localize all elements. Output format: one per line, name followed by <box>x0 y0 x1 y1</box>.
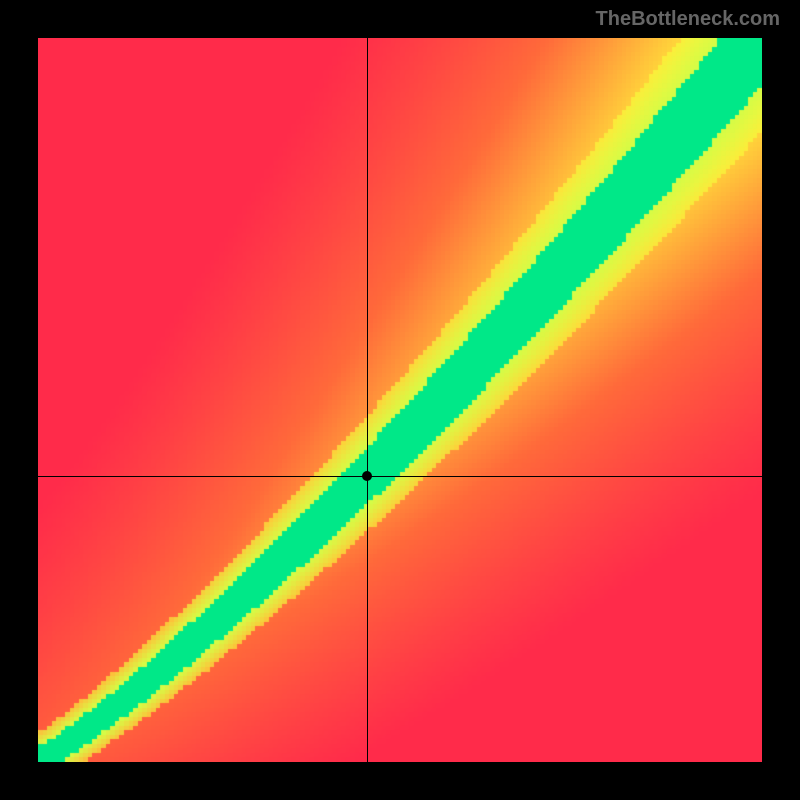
chart-container: TheBottleneck.com <box>0 0 800 800</box>
attribution-label: TheBottleneck.com <box>596 8 780 31</box>
crosshair-horizontal <box>38 476 762 477</box>
crosshair-vertical <box>367 38 368 762</box>
heatmap-canvas <box>38 38 762 762</box>
